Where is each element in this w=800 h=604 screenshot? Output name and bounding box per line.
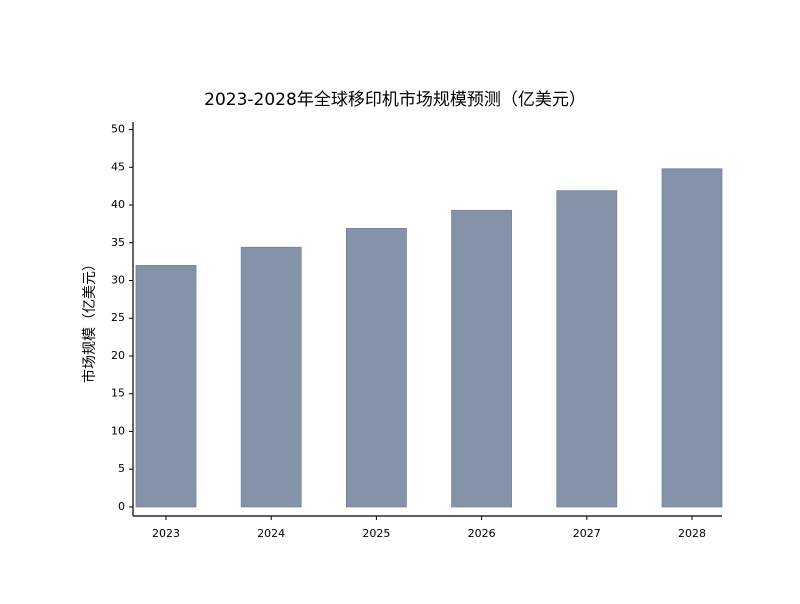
y-tick-label: 5 bbox=[118, 462, 125, 475]
x-tick-label: 2027 bbox=[573, 527, 601, 540]
y-tick-label: 10 bbox=[111, 424, 125, 437]
y-tick-label: 40 bbox=[111, 198, 125, 211]
y-axis-label: 市场规模（亿美元） bbox=[81, 257, 98, 383]
x-tick-label: 2023 bbox=[152, 527, 180, 540]
bar bbox=[135, 265, 197, 508]
y-tick-label: 20 bbox=[111, 349, 125, 362]
y-tick-label: 50 bbox=[111, 123, 125, 136]
y-tick-label: 30 bbox=[111, 274, 125, 287]
bar bbox=[661, 168, 723, 508]
x-tick-label: 2025 bbox=[362, 527, 390, 540]
bar bbox=[345, 228, 407, 508]
y-tick-label: 0 bbox=[118, 500, 125, 513]
x-tick-label: 2028 bbox=[678, 527, 706, 540]
bar bbox=[556, 190, 618, 508]
x-tick-label: 2026 bbox=[468, 527, 496, 540]
x-tick-label: 2024 bbox=[257, 527, 285, 540]
chart-title: 2023-2028年全球移印机市场规模预测（亿美元） bbox=[204, 90, 586, 110]
y-tick-label: 45 bbox=[111, 160, 125, 173]
y-tick-label: 35 bbox=[111, 236, 125, 249]
bar bbox=[451, 209, 513, 508]
y-tick-label: 25 bbox=[111, 311, 125, 324]
y-tick-label: 15 bbox=[111, 387, 125, 400]
bar bbox=[240, 246, 302, 508]
